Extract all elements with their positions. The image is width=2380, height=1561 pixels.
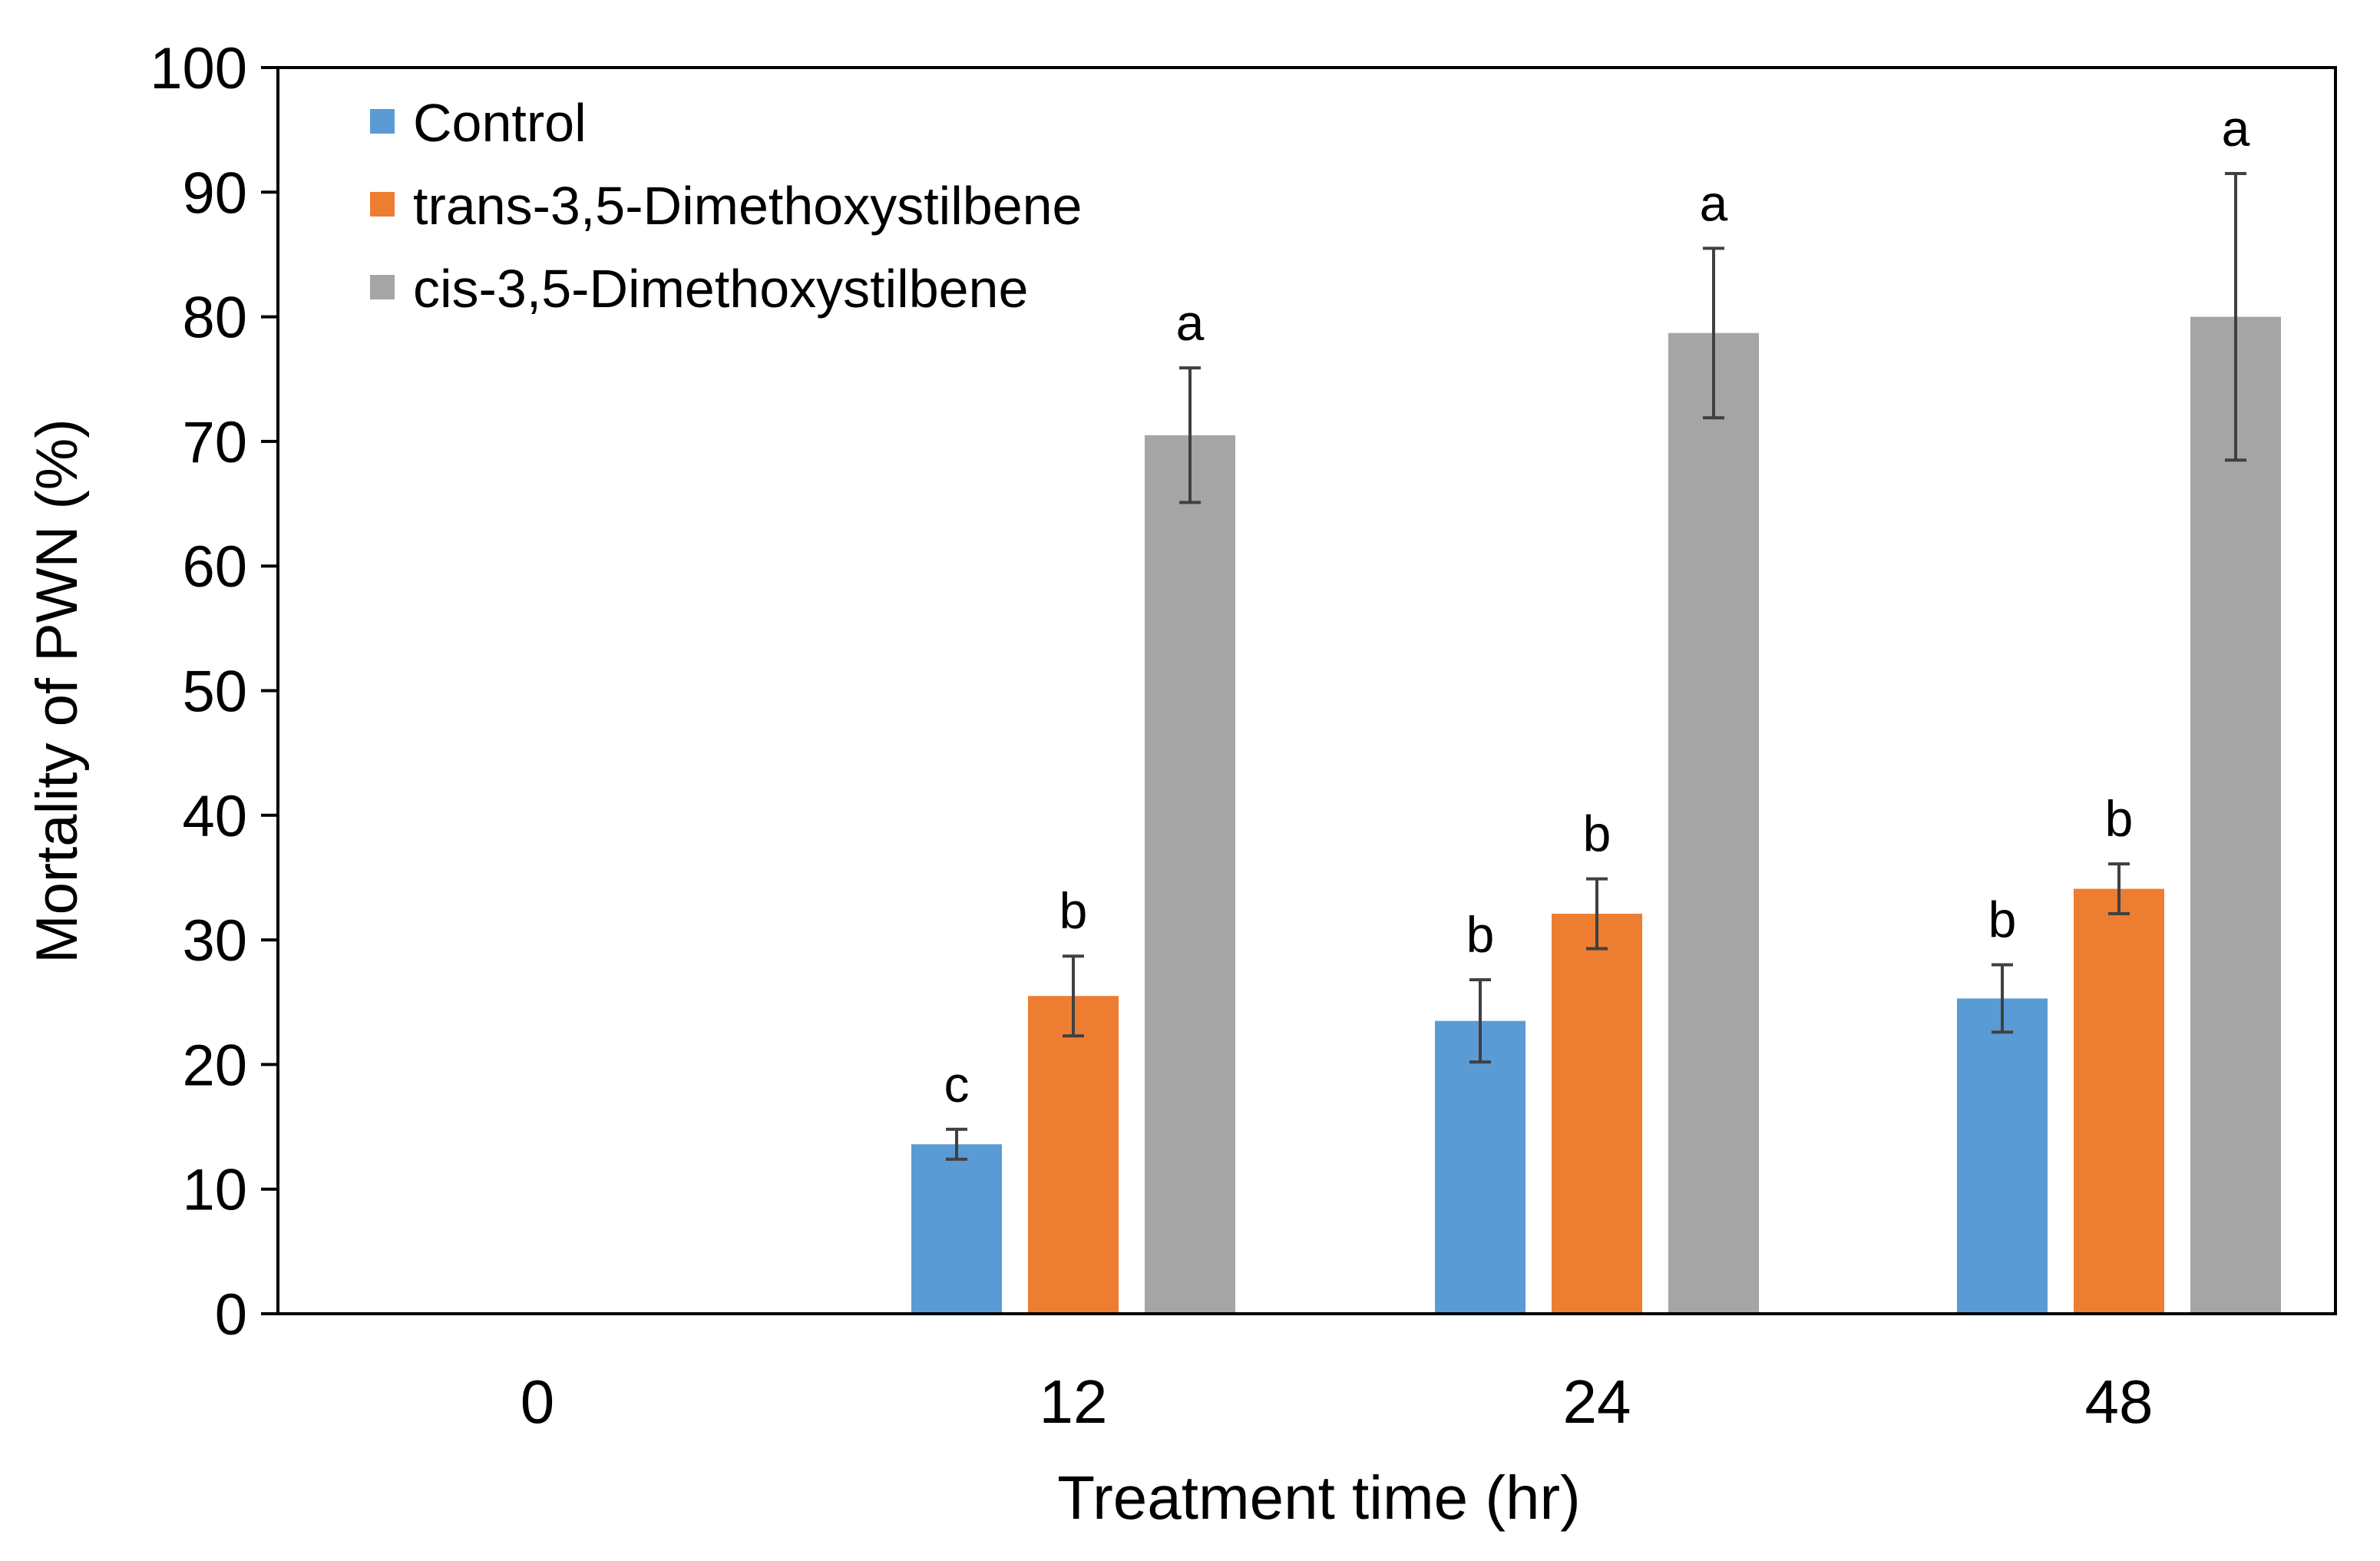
bar [1957, 998, 2048, 1314]
significance-letters-layer: c b b b b b a a a [944, 100, 2250, 1113]
bar [911, 1144, 1002, 1314]
significance-letter: a [2222, 100, 2250, 157]
y-tick-label: 20 [182, 1033, 247, 1098]
significance-letter: b [2105, 790, 2134, 847]
significance-letter: b [1583, 805, 1611, 862]
y-axis-ticks: 0 10 20 30 40 50 60 70 80 90 100 [150, 36, 278, 1348]
legend-swatch [370, 275, 395, 299]
legend-label: Control [413, 93, 587, 153]
bar [1668, 332, 1759, 1315]
bar [1145, 435, 1235, 1315]
x-tick-label: 12 [1040, 1368, 1108, 1436]
legend-label: trans-3,5-Dimethoxystilbene [413, 176, 1082, 236]
bar [2190, 316, 2281, 1315]
bars-layer [911, 316, 2281, 1315]
y-tick-label: 70 [182, 410, 247, 475]
bar [1028, 996, 1119, 1314]
y-tick-label: 100 [150, 36, 247, 101]
bar [2074, 888, 2164, 1314]
y-tick-label: 80 [182, 286, 247, 351]
x-tick-label: 24 [1563, 1368, 1631, 1436]
significance-letter: c [944, 1056, 970, 1113]
x-axis-ticks: 0 12 24 48 [521, 1368, 2154, 1436]
legend-label: cis-3,5-Dimethoxystilbene [413, 259, 1028, 319]
significance-letter: b [1988, 891, 2017, 948]
y-axis-title: Mortality of PWN (%) [25, 418, 90, 963]
y-tick-label: 30 [182, 908, 247, 974]
significance-letter: b [1466, 906, 1495, 963]
legend-swatch [370, 109, 395, 134]
legend: Control trans-3,5-Dimethoxystilbene cis-3,… [370, 93, 1082, 319]
x-tick-label: 48 [2085, 1368, 2154, 1436]
y-tick-label: 10 [182, 1158, 247, 1223]
y-tick-label: 60 [182, 534, 247, 600]
significance-letter: a [1176, 294, 1205, 351]
y-tick-label: 0 [215, 1282, 247, 1348]
significance-letter: a [1700, 174, 1728, 231]
bar [1552, 914, 1642, 1314]
bar [1435, 1020, 1526, 1314]
x-tick-label: 0 [521, 1368, 555, 1436]
y-tick-label: 50 [182, 660, 247, 725]
legend-swatch [370, 192, 395, 217]
significance-letter: b [1059, 882, 1088, 939]
error-bars-layer [946, 171, 2246, 1161]
x-axis-title: Treatment time (hr) [1057, 1463, 1581, 1532]
y-tick-label: 90 [182, 160, 247, 226]
y-tick-label: 40 [182, 784, 247, 849]
